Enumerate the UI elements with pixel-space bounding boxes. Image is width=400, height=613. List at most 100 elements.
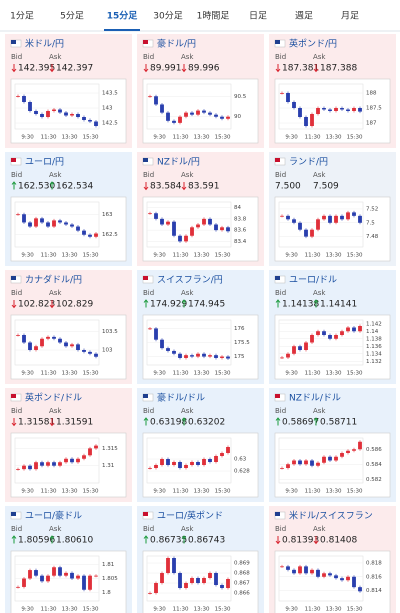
ask-price: 0.81408 xyxy=(320,536,357,546)
candle xyxy=(88,575,92,590)
pair-name[interactable]: 米ドル/円 xyxy=(25,38,64,50)
candle xyxy=(16,96,20,97)
x-tick-label: 13:30 xyxy=(62,489,78,495)
pair-name[interactable]: ランド/円 xyxy=(289,157,328,168)
pair-name[interactable]: ユーロ/豪ドル xyxy=(25,510,82,522)
tab[interactable]: 5分足 xyxy=(60,11,84,22)
plot-frame xyxy=(146,437,232,484)
bid-price: 83.584 xyxy=(150,182,182,192)
trend-arrow xyxy=(313,417,319,426)
candle xyxy=(190,355,194,357)
candle xyxy=(340,215,344,220)
bid-label: Bid xyxy=(275,171,286,179)
flag-mark xyxy=(11,276,16,280)
candle xyxy=(46,575,50,582)
candle xyxy=(94,121,98,126)
candle xyxy=(76,344,80,350)
tab[interactable]: 15分足 xyxy=(107,10,139,22)
candle xyxy=(334,575,338,579)
candle xyxy=(358,441,362,450)
bid-label: Bid xyxy=(11,289,22,297)
candle xyxy=(160,573,164,583)
x-tick-label: 9:30 xyxy=(285,607,298,613)
candle xyxy=(196,578,200,583)
chart-box xyxy=(10,550,127,613)
bid-price: 89.991 xyxy=(150,64,182,74)
x-tick-label: 13:30 xyxy=(326,371,342,377)
pair-name[interactable]: 米ドル/スイスフラン xyxy=(289,510,373,522)
pair-name[interactable]: NZドル/ドル xyxy=(289,394,341,404)
tab[interactable]: 1分足 xyxy=(10,11,34,22)
candle xyxy=(46,111,50,117)
x-tick-label: 15:30 xyxy=(215,607,231,613)
x-tick-label: 13:30 xyxy=(326,607,342,613)
tab[interactable]: 日足 xyxy=(249,11,267,22)
x-tick-label: 15:30 xyxy=(215,371,231,377)
tab[interactable]: 週足 xyxy=(295,11,313,22)
tab[interactable]: 月足 xyxy=(341,11,359,22)
pair-name[interactable]: スイスフラン/円 xyxy=(157,275,223,286)
candle xyxy=(352,576,356,588)
candle xyxy=(298,460,302,465)
candle xyxy=(316,569,320,577)
x-tick-label: 11:30 xyxy=(305,489,321,495)
candle xyxy=(280,357,284,359)
y-tick-label: 175.5 xyxy=(234,340,250,346)
candle xyxy=(46,222,50,227)
pair-name[interactable]: NZドル/円 xyxy=(157,157,200,168)
candle xyxy=(334,456,338,461)
candle xyxy=(328,109,332,111)
candle xyxy=(166,348,170,351)
pair-name[interactable]: ユーロ/英ポンド xyxy=(157,510,223,522)
pair-name[interactable]: 英ポンド/円 xyxy=(289,38,337,50)
candle xyxy=(148,468,152,469)
candle xyxy=(178,116,182,123)
x-tick-label: 11:30 xyxy=(41,371,57,377)
flag-mark xyxy=(143,276,148,280)
pair-name[interactable]: 豪ドル/ドル xyxy=(157,392,205,404)
candle xyxy=(88,234,92,237)
tab[interactable]: 30分足 xyxy=(153,11,182,22)
candle xyxy=(172,462,176,465)
x-tick-label: 11:30 xyxy=(305,371,321,377)
trend-arrow xyxy=(143,535,149,544)
flag-mark xyxy=(143,40,148,44)
ask-price: 83.591 xyxy=(188,182,220,192)
tab[interactable]: 1時間足 xyxy=(197,11,230,22)
bid-price: 102.823 xyxy=(18,300,55,310)
candle xyxy=(94,233,98,237)
candle xyxy=(76,458,80,463)
y-tick-label: 143 xyxy=(102,106,113,112)
pair-name[interactable]: ユーロ/ドル xyxy=(289,276,337,286)
candle xyxy=(316,331,320,335)
ask-label: Ask xyxy=(313,53,326,61)
candle xyxy=(22,335,26,343)
bid-price: 1.80596 xyxy=(18,536,55,546)
y-tick-label: 83.6 xyxy=(234,228,247,234)
pair-name[interactable]: 豪ドル/円 xyxy=(157,38,196,50)
ask-label: Ask xyxy=(313,407,326,415)
candle xyxy=(184,583,188,588)
candle xyxy=(40,338,44,347)
pair-name[interactable]: 英ポンド/ドル xyxy=(25,392,82,404)
candle xyxy=(334,108,338,111)
pair-name[interactable]: ユーロ/円 xyxy=(25,157,64,168)
candle xyxy=(316,108,320,114)
pair-name[interactable]: カナダドル/円 xyxy=(25,274,82,286)
candle xyxy=(40,575,44,582)
